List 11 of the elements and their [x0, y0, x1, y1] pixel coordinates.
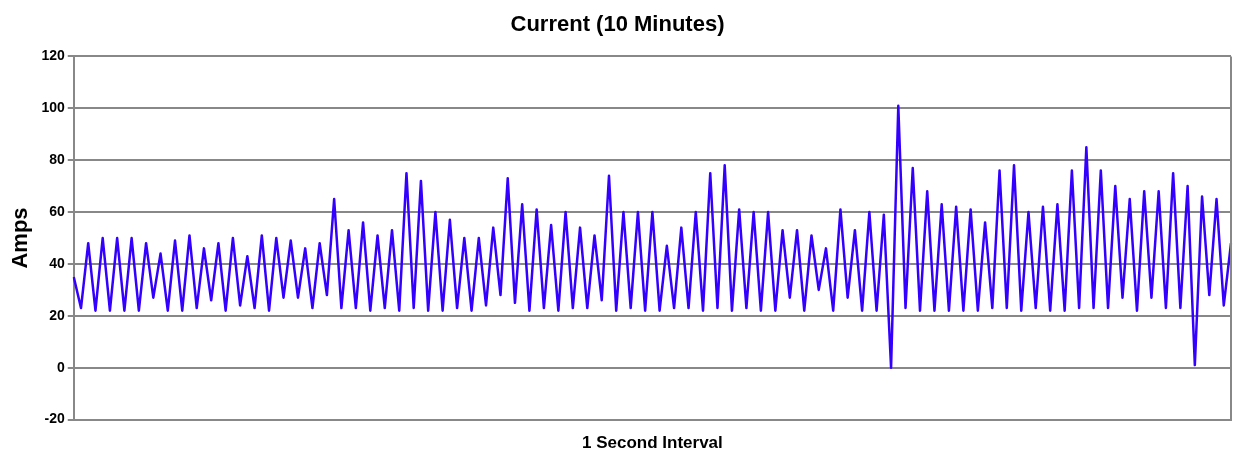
chart-title: Current (10 Minutes): [510, 11, 725, 37]
x-axis-title: 1 Second Interval: [581, 433, 723, 453]
y-tick-label: 80: [49, 151, 65, 168]
y-tick-label: 20: [49, 306, 65, 323]
y-tick-label: 0: [56, 358, 65, 375]
y-axis-title: Amps: [7, 207, 33, 269]
y-tick-label: 120: [41, 47, 65, 64]
y-tick-label: -20: [44, 410, 65, 427]
y-tick-label: 40: [49, 254, 65, 271]
y-tick-label: 60: [49, 202, 65, 219]
y-tick-label: 100: [41, 99, 65, 116]
